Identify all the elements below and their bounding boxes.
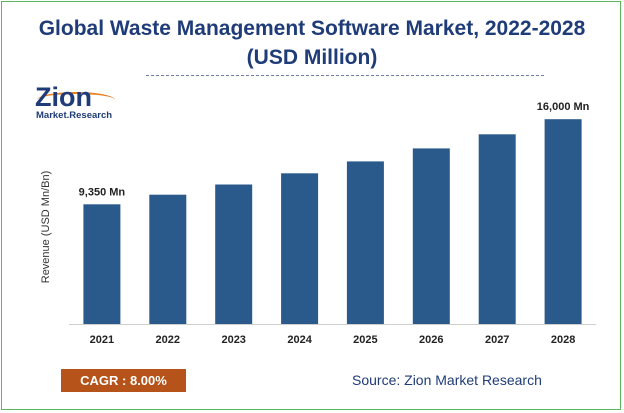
logo-arc: [37, 92, 115, 108]
logo-main-text: Zion: [35, 82, 92, 112]
data-label-2021: 9,350 Mn: [79, 186, 126, 198]
x-tick-label-2028: 2028: [551, 334, 575, 346]
x-tick-label-2022: 2022: [156, 334, 180, 346]
bar-2028: [544, 119, 582, 324]
title-divider: [146, 75, 544, 76]
chart-title-line1: Global Waste Management Software Market,…: [38, 17, 586, 40]
cagr-badge: CAGR : 8.00%: [61, 369, 186, 392]
chart-title-line2: (USD Million): [246, 46, 378, 69]
source-note: Source: Zion Market Research: [352, 372, 542, 388]
x-tick-label-2024: 2024: [287, 334, 312, 346]
bar-2027: [478, 134, 516, 324]
x-tick-label-2021: 2021: [90, 334, 114, 346]
x-tick-label-2025: 2025: [353, 334, 377, 346]
zion-logo: Zion Market.Research: [35, 83, 125, 125]
logo-sub-text: Market.Research: [36, 110, 113, 121]
chart-title: Global Waste Management Software Market,…: [0, 14, 624, 72]
x-tick-label-2026: 2026: [419, 334, 443, 346]
bar-2025: [346, 161, 384, 324]
bar-2022: [149, 194, 187, 324]
bar-2023: [215, 184, 253, 324]
bar-2024: [281, 173, 319, 324]
x-tick-label-2027: 2027: [485, 334, 509, 346]
y-axis-label: Revenue (USD Mn/Bn): [40, 171, 52, 284]
bar-2026: [412, 148, 450, 324]
bar-2021: [83, 204, 121, 324]
data-label-2028: 16,000 Mn: [537, 101, 590, 113]
x-tick-label-2023: 2023: [221, 334, 245, 346]
